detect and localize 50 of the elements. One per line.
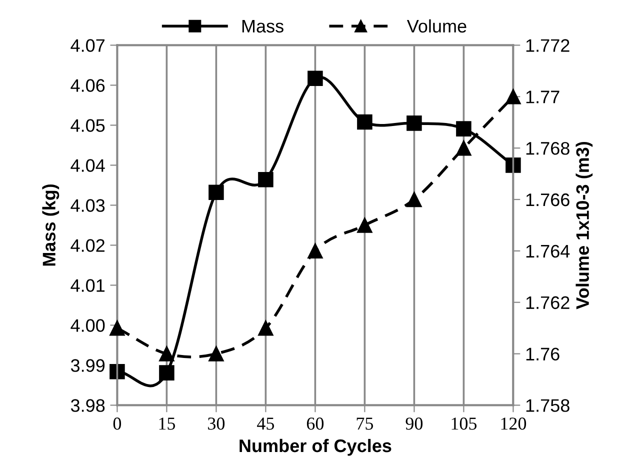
- y-tick-label: 4.06: [70, 79, 105, 92]
- y-axis-title: Mass (kg): [42, 184, 60, 266]
- point: [159, 346, 174, 362]
- y2-tick-label: 1.76: [526, 348, 560, 360]
- point: [308, 70, 323, 86]
- y-tick-label: 4.01: [70, 279, 105, 292]
- x-axis-title: Number of Cycles: [240, 438, 392, 456]
- y2-tick-label: 1.768: [526, 142, 570, 155]
- y-tick-label: 4.07: [70, 39, 104, 52]
- point: [456, 121, 472, 136]
- point: [110, 364, 125, 380]
- x-tick-label: 45: [257, 418, 274, 430]
- point: [110, 320, 125, 336]
- y-tick-label: 4.04: [70, 159, 105, 172]
- point: [258, 320, 274, 336]
- x-tick-label: 90: [406, 418, 423, 430]
- y2-tick-label: 1.77: [526, 90, 560, 104]
- legend-label: Mass: [242, 20, 284, 33]
- point: [406, 116, 422, 131]
- y-tick-label: 4.05: [70, 119, 105, 132]
- y2-tick-label: 1.758: [526, 399, 570, 412]
- x-tick-label: 105: [452, 418, 477, 430]
- x-tick-label: 120: [501, 418, 526, 430]
- point: [506, 88, 521, 104]
- y2-tick-label: 1.766: [526, 193, 570, 206]
- y-tick-label: 4.02: [70, 239, 104, 252]
- y2-axis-title: Volume 1x10-3 (m3): [576, 142, 593, 310]
- x-tick-label: 75: [356, 418, 374, 430]
- x-tick-label: 30: [208, 418, 225, 430]
- point: [406, 192, 422, 208]
- x-tick-label: 0: [113, 418, 122, 430]
- y-tick-label: 4.00: [70, 319, 105, 332]
- point: [308, 243, 323, 259]
- y2-tick-label: 1.764: [526, 244, 570, 258]
- legend-label: Volume: [406, 19, 466, 33]
- x-tick-label: 60: [306, 418, 324, 430]
- y-tick-label: 4.03: [70, 199, 105, 212]
- point: [456, 140, 472, 156]
- point: [208, 184, 224, 200]
- y2-tick-label: 1.772: [526, 39, 570, 52]
- y-tick-label: 3.99: [70, 359, 105, 372]
- x-tick-label: 15: [159, 418, 176, 430]
- point: [506, 158, 521, 173]
- point: [258, 172, 274, 188]
- point: [208, 346, 224, 362]
- y-tick-label: 3.98: [70, 399, 105, 412]
- point: [357, 114, 372, 130]
- point: [159, 365, 174, 380]
- y2-tick-label: 1.762: [526, 296, 570, 310]
- point: [357, 218, 372, 233]
